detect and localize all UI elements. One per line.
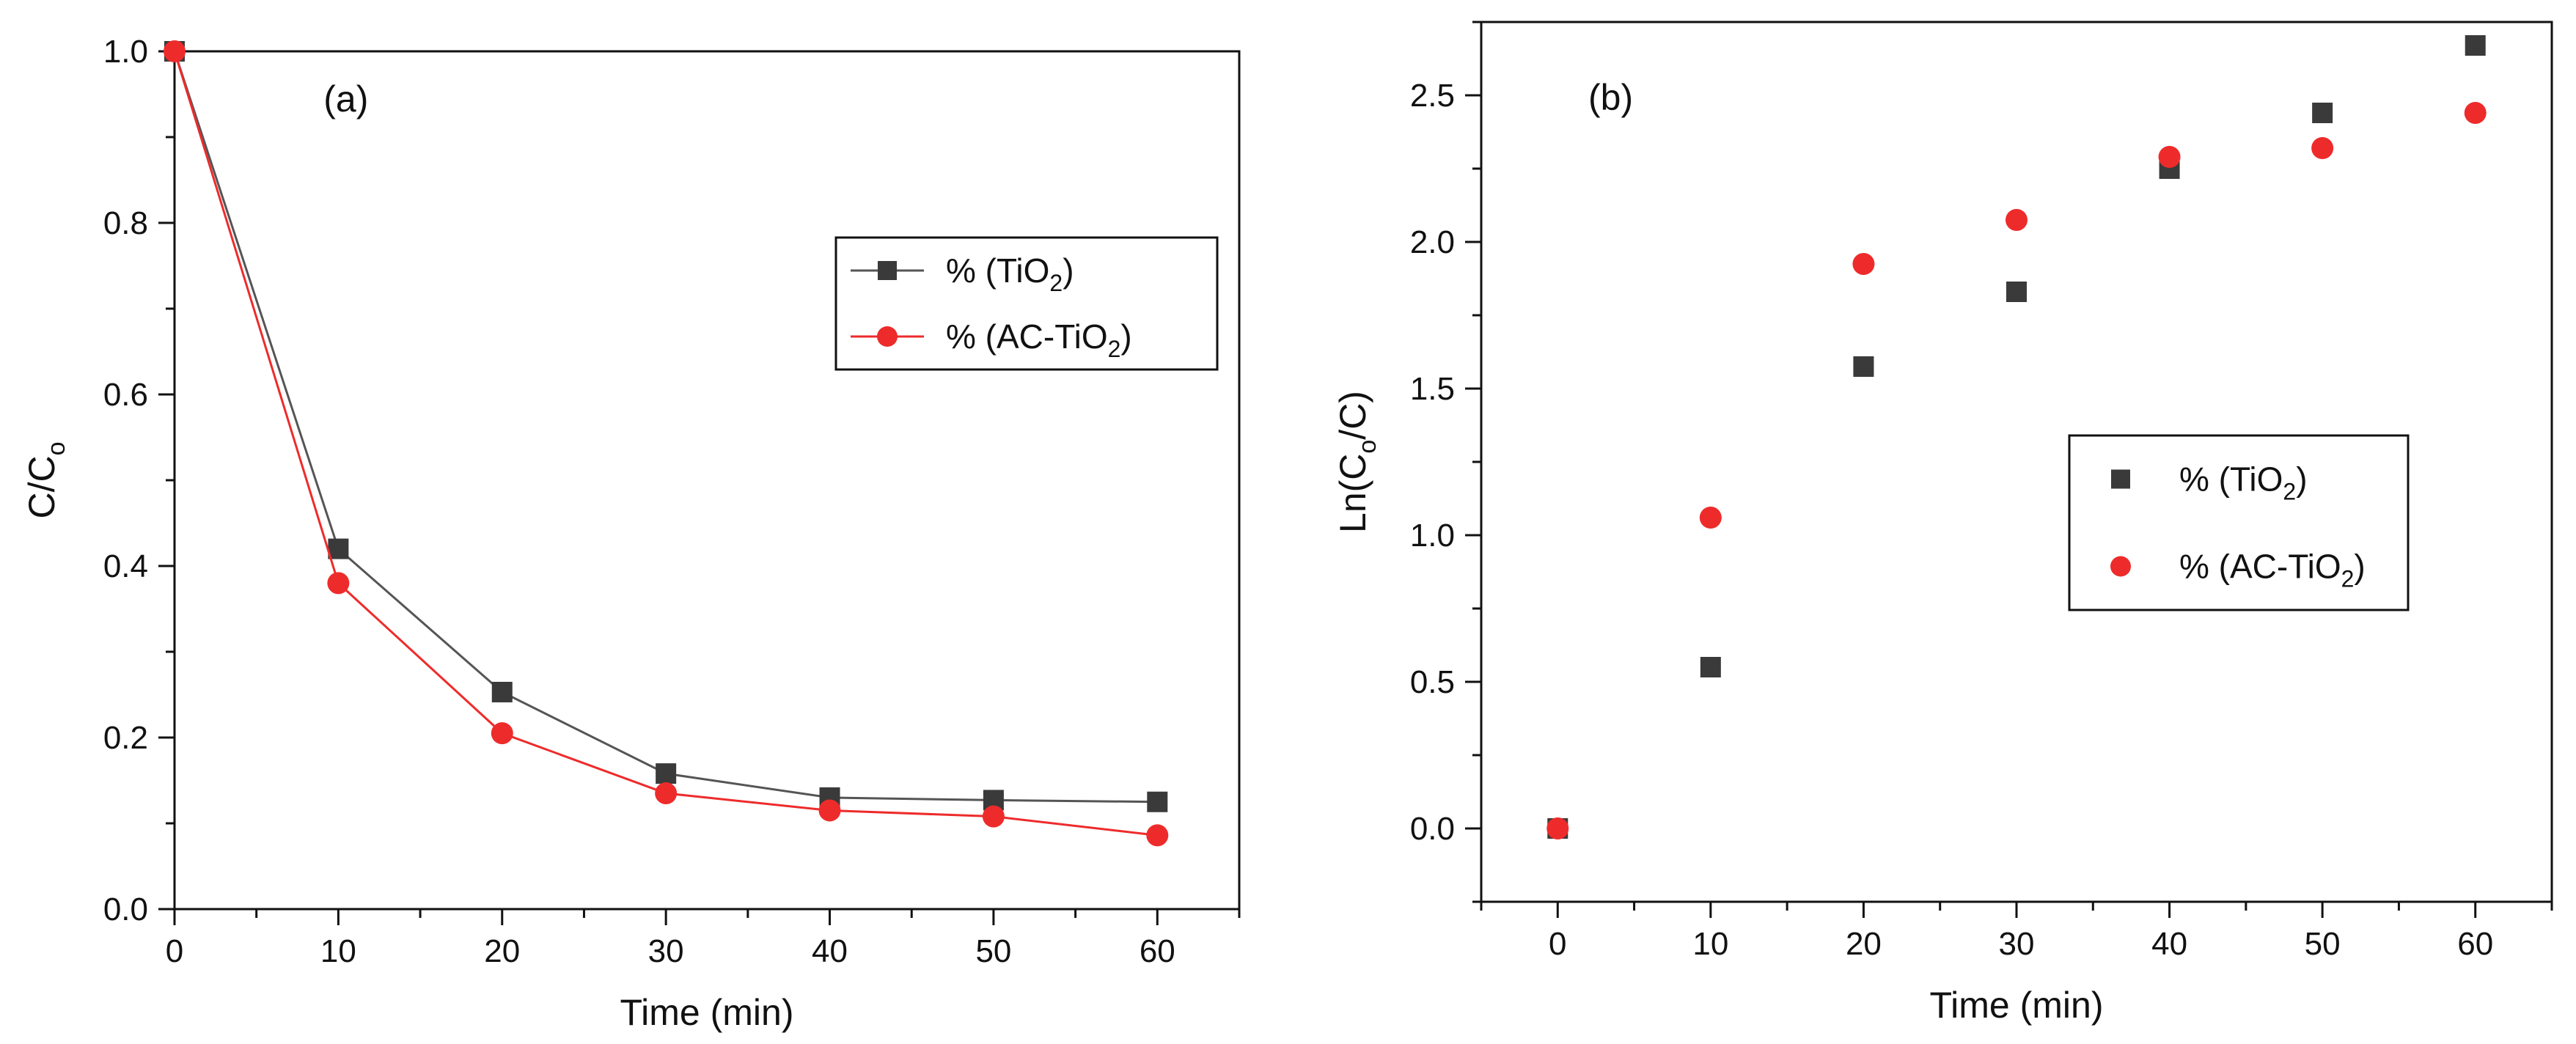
x-axis-title: Time (min) [620,992,793,1033]
x-tick-label: 0 [1549,926,1566,962]
legend-label-main: % (TiO [2179,460,2283,499]
y-tick-label: 1.5 [1410,371,1455,407]
legend-box [834,236,1219,371]
data-point-square [328,538,349,559]
y-tick-label: 0.2 [103,720,148,756]
legend-marker-square [2111,469,2130,489]
legend-label-subscript: 2 [2341,566,2355,592]
legend-box [2068,434,2410,611]
chart-panel-b: 0 10 20 30 40 50 60 0.0 0.5 1.0 1.5 2.0 2.5 Time (min… [1332,21,2553,1026]
x-tick-label: 20 [484,933,520,969]
x-tick-label: 50 [2305,926,2341,962]
y-tick-label: 1.0 [1410,518,1455,554]
x-tick-label: 60 [1140,933,1175,969]
y-tick-label: 0.8 [103,205,148,241]
legend-marker-circle [877,326,898,347]
data-point-circle [818,799,841,822]
data-point-circle [491,722,513,745]
legend-item: % (AC-TiO2) [2110,548,2366,592]
data-point-square [1147,791,1168,812]
x-tick-label: 10 [320,933,356,969]
y-tick-label: 1.0 [103,34,148,70]
data-point-circle [2311,137,2334,159]
data-point-circle [1546,817,1569,839]
x-tick-label: 50 [975,933,1011,969]
data-point-square [2465,35,2486,56]
legend-label-tail: ) [2296,460,2307,499]
y-axis-title-tail: /C) [1332,391,1373,440]
legend-label-tail: ) [1063,251,1074,290]
legend: % (TiO2)% (AC-TiO2) [834,236,1219,371]
data-point-circle [1852,253,1875,275]
x-tick-label: 0 [166,933,183,969]
legend-item: % (AC-TiO2) [851,317,1132,362]
x-tick-label: 60 [2457,926,2493,962]
data-point-circle [2464,102,2487,124]
chart-panel-a: 0 10 20 30 40 50 60 0.0 0.2 0.4 0.6 0.8 1.0 Time (min… [21,34,1241,1033]
data-point-square [1700,657,1721,677]
y-axis-title-subscript: o [43,441,70,455]
panel-label: (b) [1588,77,1633,118]
y-tick-label: 0.6 [103,377,148,413]
data-point-square [491,681,513,702]
legend-item: % (TiO2) [2111,460,2308,505]
y-axis-title: Ln(Co/C) [1332,391,1381,533]
y-axis-title: C/Co [21,441,70,518]
legend-marker-circle [2110,556,2131,577]
data-point-square [656,763,677,784]
y-tick-label: 2.5 [1410,78,1455,114]
legend-label: % (AC-TiO2) [2179,548,2366,592]
legend-item: % (TiO2) [851,251,1074,296]
y-axis-title-main: Ln(C [1332,454,1373,533]
series-ac-tio2 [1546,102,2487,839]
legend-label-subscript: 2 [2283,479,2296,505]
x-tick-label: 30 [648,933,684,969]
series-tio2 [164,41,1168,812]
legend-label: % (TiO2) [2179,460,2308,505]
data-point-circle [655,782,678,805]
data-point-circle [1699,507,1722,529]
data-point-square [2006,282,2027,302]
legend-label-subscript: 2 [1108,336,1121,362]
legend-marker-square [878,261,897,280]
legend-label-subscript: 2 [1049,270,1063,296]
legend-label-main: % (AC-TiO [2179,548,2341,586]
legend-label-tail: ) [2354,548,2365,586]
data-point-circle [164,40,186,62]
legend-label-main: % (AC-TiO [946,317,1108,356]
data-point-circle [982,805,1005,828]
legend-label: % (AC-TiO2) [946,317,1132,362]
x-axis-title: Time (min) [1929,985,2103,1026]
y-tick-label: 0.5 [1410,664,1455,700]
legend-label-tail: ) [1120,317,1131,356]
data-point-square [1853,356,1874,377]
x-tick-label: 40 [812,933,848,969]
y-tick-label: 0.0 [1410,811,1455,847]
legend-label-main: % (TiO [946,251,1049,290]
y-tick-label: 0.0 [103,892,148,927]
data-point-square [2312,103,2333,123]
data-point-circle [327,572,350,595]
panel-label: (a) [323,78,368,120]
y-tick-label: 2.0 [1410,224,1455,260]
legend-label: % (TiO2) [946,251,1074,296]
series-line [173,51,1158,804]
x-tick-label: 20 [1846,926,1882,962]
data-point-circle [2006,209,2028,231]
legend: % (TiO2)% (AC-TiO2) [2068,434,2410,611]
y-axis-title-subscript: o [1354,440,1381,454]
x-tick-label: 10 [1692,926,1728,962]
data-point-circle [2158,146,2181,168]
data-point-circle [1146,824,1169,847]
x-tick-label: 40 [2151,926,2187,962]
series-ac-tio2 [164,40,1169,847]
y-axis-title-main: C/C [21,455,62,518]
y-tick-label: 0.4 [103,548,148,584]
x-tick-label: 30 [1999,926,2035,962]
series-line [173,51,1158,837]
